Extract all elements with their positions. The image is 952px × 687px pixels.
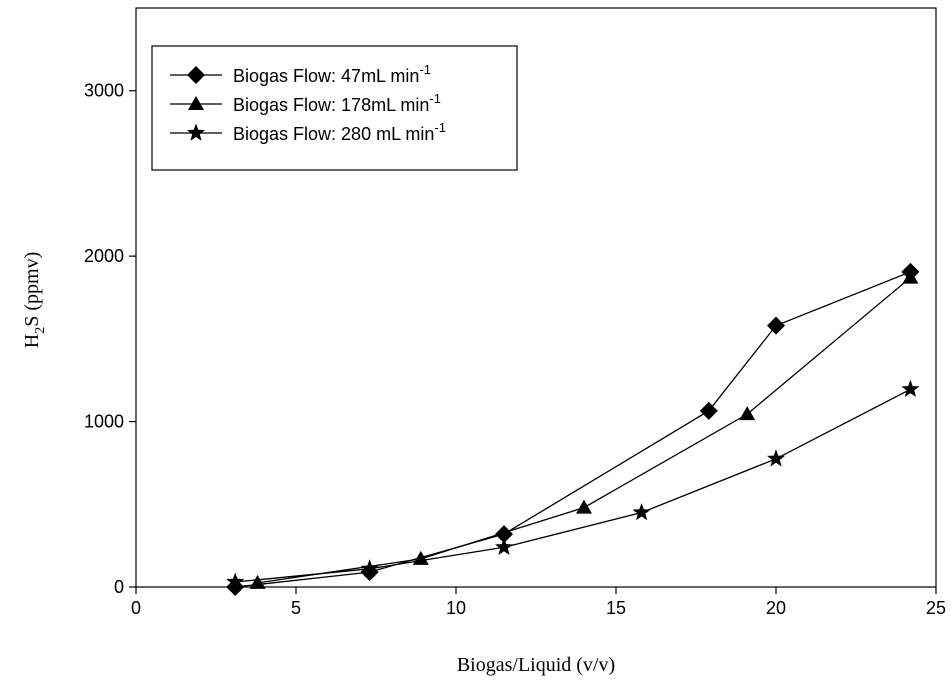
- legend-name: Biogas Flow: 178mL min: [233, 95, 429, 115]
- legend-sup: -1: [429, 91, 441, 106]
- plot-frame: [135, 7, 937, 588]
- marker: [226, 572, 245, 590]
- marker: [739, 406, 756, 421]
- marker: [576, 499, 592, 514]
- marker: [249, 574, 266, 589]
- legend-sup: -1: [434, 120, 446, 135]
- marker: [767, 316, 785, 335]
- y-tick-label: 1000: [84, 412, 124, 432]
- y-axis-title: H2S (ppmv): [21, 252, 48, 348]
- legend-label: Biogas Flow: 47mL min-1: [233, 62, 431, 86]
- marker: [767, 449, 785, 467]
- legend-label: Biogas Flow: 280 mL min-1: [233, 120, 446, 144]
- series-line: [235, 271, 911, 588]
- marker: [901, 379, 920, 397]
- x-tick-label: 20: [766, 598, 786, 618]
- x-tick-label: 0: [131, 598, 141, 618]
- legend-label: Biogas Flow: 178mL min-1: [233, 91, 441, 115]
- y-tick-label: 2000: [84, 246, 124, 266]
- y-axis-title-sub: 2: [33, 327, 48, 334]
- marker: [412, 550, 429, 565]
- series-line: [235, 388, 911, 583]
- legend-name: Biogas Flow: 47mL min: [233, 66, 419, 86]
- y-axis-title-part: S (ppmv): [21, 252, 43, 327]
- y-tick-label: 3000: [84, 81, 124, 101]
- marker: [495, 525, 513, 544]
- y-axis-title-part: H: [21, 334, 43, 348]
- x-axis-title: Biogas/Liquid (v/v): [457, 654, 615, 676]
- marker: [699, 401, 718, 420]
- marker: [632, 503, 651, 521]
- y-tick-label: 0: [114, 577, 124, 597]
- legend-box: [151, 45, 518, 171]
- series-line: [257, 277, 911, 584]
- marker: [495, 537, 513, 555]
- legend-sup: -1: [419, 62, 431, 77]
- x-tick-label: 5: [291, 598, 301, 618]
- marker: [360, 559, 379, 577]
- legend-marker: [187, 123, 205, 141]
- marker: [902, 269, 919, 284]
- x-tick-label: 15: [606, 598, 626, 618]
- legend-marker: [187, 66, 205, 84]
- legend-marker: [188, 96, 204, 110]
- legend-name: Biogas Flow: 280 mL min: [233, 124, 434, 144]
- x-tick-label: 10: [446, 598, 466, 618]
- x-tick-label: 25: [926, 598, 946, 618]
